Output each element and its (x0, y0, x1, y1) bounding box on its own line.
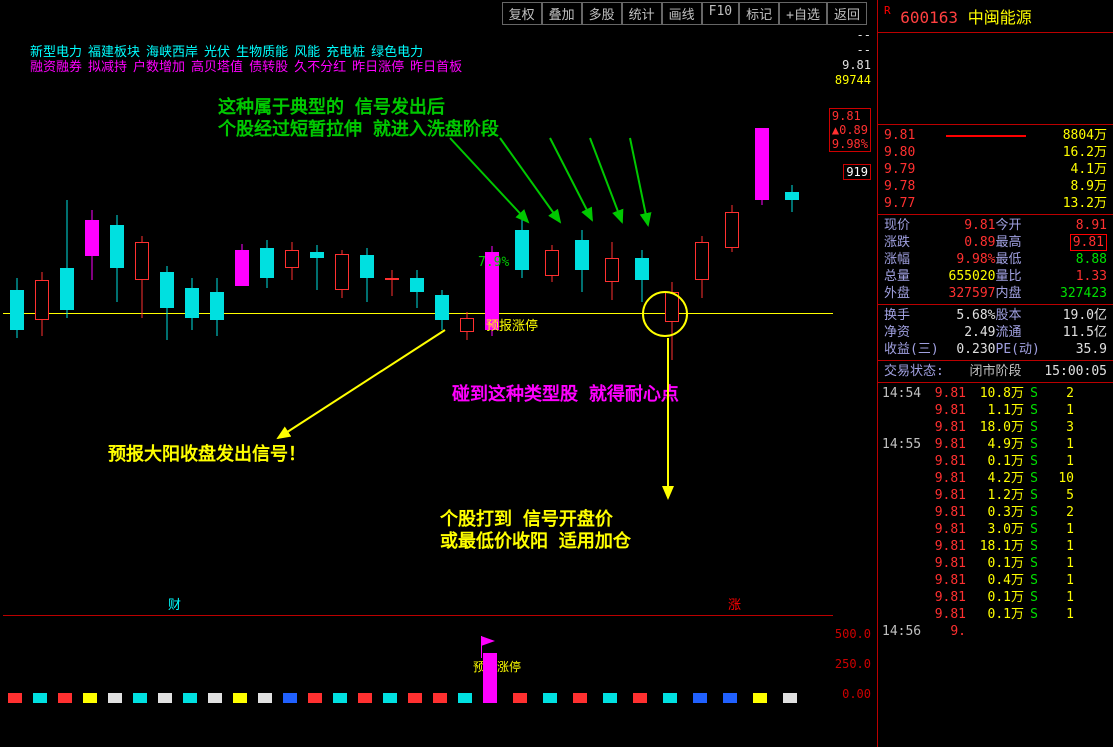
trade-row: 9.810.1万S1 (882, 606, 1109, 623)
volume-bar[interactable] (333, 693, 347, 703)
volume-bar[interactable] (358, 693, 372, 703)
info-row: 涨幅9.98%最低8.88 (884, 251, 1107, 268)
volume-bar[interactable] (543, 693, 557, 703)
info-row: 净资2.49流通11.5亿 (884, 324, 1107, 341)
volume-bar[interactable] (383, 693, 397, 703)
volume-bar[interactable] (183, 693, 197, 703)
trade-row: 9.814.2万S10 (882, 470, 1109, 487)
quote-info: 现价9.81今开8.91涨跌0.89最高9.81涨幅9.98%最低8.88总量6… (878, 215, 1113, 305)
annotation-add-position: 或最低价收阳 适用加仓 (440, 527, 631, 553)
trade-row: 14:559.814.9万S1 (882, 436, 1109, 453)
status-label: 交易状态: (884, 363, 958, 380)
zhang-marker: 涨 (728, 594, 741, 613)
volume-bar[interactable] (308, 693, 322, 703)
info-row: 外盘327597内盘327423 (884, 285, 1107, 302)
sub-ytick: 500.0 (835, 627, 871, 641)
trade-row: 9.8118.0万S3 (882, 419, 1109, 436)
trade-row: 9.8118.1万S1 (882, 538, 1109, 555)
annotation-close-signal: 预报大阳收盘发出信号！ (108, 440, 306, 466)
ask-row: 9.788.9万 (884, 178, 1107, 195)
ask-row: 9.818804万 (884, 127, 1107, 144)
ask-row: 9.7713.2万 (884, 195, 1107, 212)
info-row: 涨跌0.89最高9.81 (884, 234, 1107, 251)
volume-bar[interactable] (233, 693, 247, 703)
stock-code: 600163 (900, 8, 958, 27)
volume-bar[interactable] (283, 693, 297, 703)
box-chg: ▲0.89 (832, 123, 868, 137)
volume-bar[interactable] (208, 693, 222, 703)
stock-name: 中闽能源 (968, 8, 1032, 27)
price-box-vol: 919 (843, 164, 871, 180)
volume-bar[interactable] (58, 693, 72, 703)
info-row: 现价9.81今开8.91 (884, 217, 1107, 234)
volume-bar[interactable] (573, 693, 587, 703)
volume-bar[interactable] (783, 693, 797, 703)
trade-row: 9.810.3万S2 (882, 504, 1109, 521)
sub-forecast-label: 预报涨停 (473, 658, 521, 675)
quote-info-2: 换手5.68%股本19.0亿净资2.49流通11.5亿收益(三)0.230PE(… (878, 305, 1113, 361)
price-box-1: 9.81 ▲0.89 9.98% (829, 108, 871, 152)
volume-bar[interactable] (633, 693, 647, 703)
box-pct: 9.98% (832, 137, 868, 151)
volume-bar[interactable] (693, 693, 707, 703)
ask-row: 9.8016.2万 (884, 144, 1107, 161)
sub-ytick: 0.00 (842, 687, 871, 701)
volume-bar[interactable] (108, 693, 122, 703)
trade-status: 交易状态:闭市阶段15:00:05 (878, 361, 1113, 383)
trade-row: 9.810.1万S1 (882, 589, 1109, 606)
trade-row: 14:569. (882, 623, 1109, 640)
volume-bar[interactable] (83, 693, 97, 703)
status-value: 闭市阶段 (958, 363, 1032, 380)
cai-marker: 财 (168, 594, 181, 613)
trade-row: 9.810.4万S1 (882, 572, 1109, 589)
info-row: 总量655020量比1.33 (884, 268, 1107, 285)
trade-row: 14:549.8110.8万S2 (882, 385, 1109, 402)
volume-bar[interactable] (603, 693, 617, 703)
volume-chart[interactable]: 预报涨停 (3, 615, 833, 735)
trade-row: 9.810.1万S1 (882, 453, 1109, 470)
volume-bar[interactable] (483, 653, 497, 703)
quote-panel: R 600163 中闽能源 9.818804万9.8016.2万9.794.1万… (877, 0, 1113, 747)
trade-row: 9.810.1万S1 (882, 555, 1109, 572)
box-price: 9.81 (832, 109, 868, 123)
volume-bar[interactable] (408, 693, 422, 703)
volume-bar[interactable] (8, 693, 22, 703)
trade-row: 9.813.0万S1 (882, 521, 1109, 538)
volume-bar[interactable] (513, 693, 527, 703)
annotation-forecast: 预报涨停 (486, 315, 538, 334)
annotation-pct: 7.9% (478, 255, 509, 270)
ask-row: 9.794.1万 (884, 161, 1107, 178)
volume-bar[interactable] (723, 693, 737, 703)
volume-bar[interactable] (33, 693, 47, 703)
volume-bar[interactable] (258, 693, 272, 703)
annotation-patience: 碰到这种类型股 就得耐心点 (452, 380, 679, 406)
status-time: 15:00:05 (1033, 363, 1107, 380)
volume-bar[interactable] (433, 693, 447, 703)
volume-bar[interactable] (133, 693, 147, 703)
trade-row: 9.811.1万S1 (882, 402, 1109, 419)
trade-log: 14:549.8110.8万S29.811.1万S19.8118.0万S314:… (878, 383, 1113, 642)
sub-ytick: 250.0 (835, 657, 871, 671)
volume-bar[interactable] (753, 693, 767, 703)
trade-row: 9.811.2万S5 (882, 487, 1109, 504)
annotation-signal-2: 个股经过短暂拉伸 就进入洗盘阶段 (218, 115, 499, 141)
bid-ask-list: 9.818804万9.8016.2万9.794.1万9.788.9万9.7713… (878, 124, 1113, 215)
info-row: 收益(三)0.230PE(动)35.9 (884, 341, 1107, 358)
volume-bar[interactable] (663, 693, 677, 703)
info-row: 换手5.68%股本19.0亿 (884, 307, 1107, 324)
stock-header: R 600163 中闽能源 (878, 0, 1113, 32)
volume-bar[interactable] (458, 693, 472, 703)
volume-bar[interactable] (158, 693, 172, 703)
